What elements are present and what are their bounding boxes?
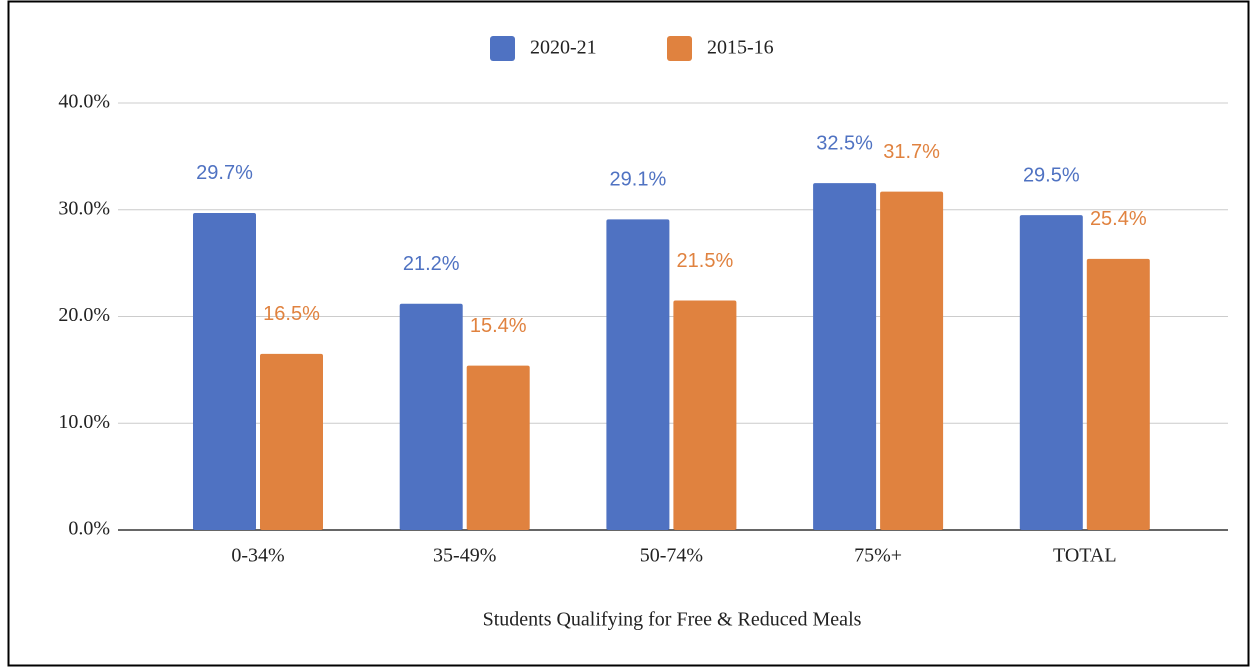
value-label: 29.5%: [1023, 164, 1080, 186]
bar: [1086, 258, 1150, 530]
y-tick-label: 20.0%: [58, 304, 110, 326]
value-label: 16.5%: [263, 303, 320, 325]
x-tick-label: 75%+: [854, 545, 902, 567]
y-tick-label: 40.0%: [58, 91, 110, 113]
value-label: 15.4%: [470, 315, 527, 337]
frame: [7, 0, 1250, 667]
bar: [1019, 215, 1083, 530]
x-tick-label: TOTAL: [1053, 545, 1117, 567]
bar: [673, 300, 737, 530]
y-tick-label: 0.0%: [68, 518, 110, 540]
legend-swatch: [667, 36, 692, 61]
y-tick-label: 30.0%: [58, 197, 110, 219]
value-label: 29.1%: [610, 169, 667, 191]
value-label: 31.7%: [883, 141, 940, 163]
y-tick-label: 10.0%: [58, 411, 110, 433]
bar: [399, 303, 463, 530]
bar: [193, 212, 256, 530]
legend-swatch: [490, 36, 515, 61]
bar: [466, 365, 530, 530]
bar: [606, 219, 670, 531]
x-tick-label: 35-49%: [433, 545, 496, 567]
value-label: 21.5%: [677, 250, 734, 272]
value-label: 29.7%: [196, 162, 253, 184]
bar: [813, 183, 877, 530]
x-tick-label: 50-74%: [640, 545, 703, 567]
value-label: 21.2%: [403, 253, 460, 275]
value-label: 25.4%: [1090, 208, 1147, 230]
legend-label: 2020-21: [530, 37, 597, 59]
bar: [880, 191, 944, 531]
x-axis-title: Students Qualifying for Free & Reduced M…: [483, 609, 862, 631]
value-label: 32.5%: [816, 132, 873, 154]
legend-label: 2015-16: [707, 37, 774, 59]
x-tick-label: 0-34%: [231, 545, 284, 567]
bar: [260, 353, 323, 530]
